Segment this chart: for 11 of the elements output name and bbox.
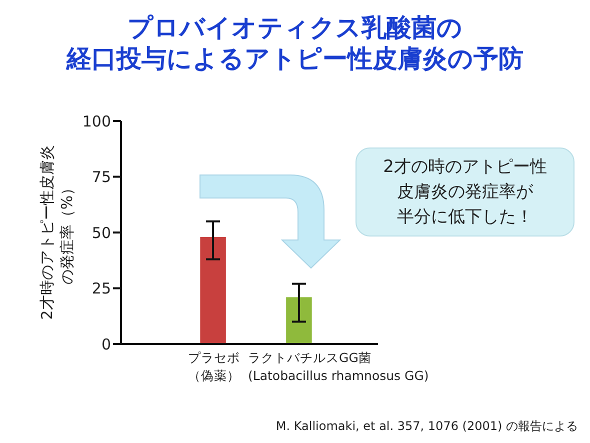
text: M. Kalliomaki, et al. 357, 1076 (2001) の報告による [276, 419, 578, 433]
y-axis-title: 2才時のアトピー性皮膚炎の発症率（%） [38, 145, 76, 320]
y-tick-label: 50 [92, 224, 111, 242]
x-tick-label: ラクトバチルスGG菌(Latobacillus rhamnosus GG) [248, 350, 429, 383]
y-tick-label: 0 [101, 335, 111, 354]
y-tick-label: 100 [82, 112, 111, 130]
y-tick-label: 25 [92, 280, 111, 298]
text: 2才の時のアトピー性皮膚炎の発症率が半分に低下した！ [383, 157, 547, 227]
y-tick-label: 75 [92, 168, 111, 186]
x-tick-label: プラセボ（偽薬） [188, 350, 240, 383]
chart-title: プロバイオティクス乳酸菌の経口投与によるアトピー性皮膚炎の予防 [66, 13, 524, 73]
